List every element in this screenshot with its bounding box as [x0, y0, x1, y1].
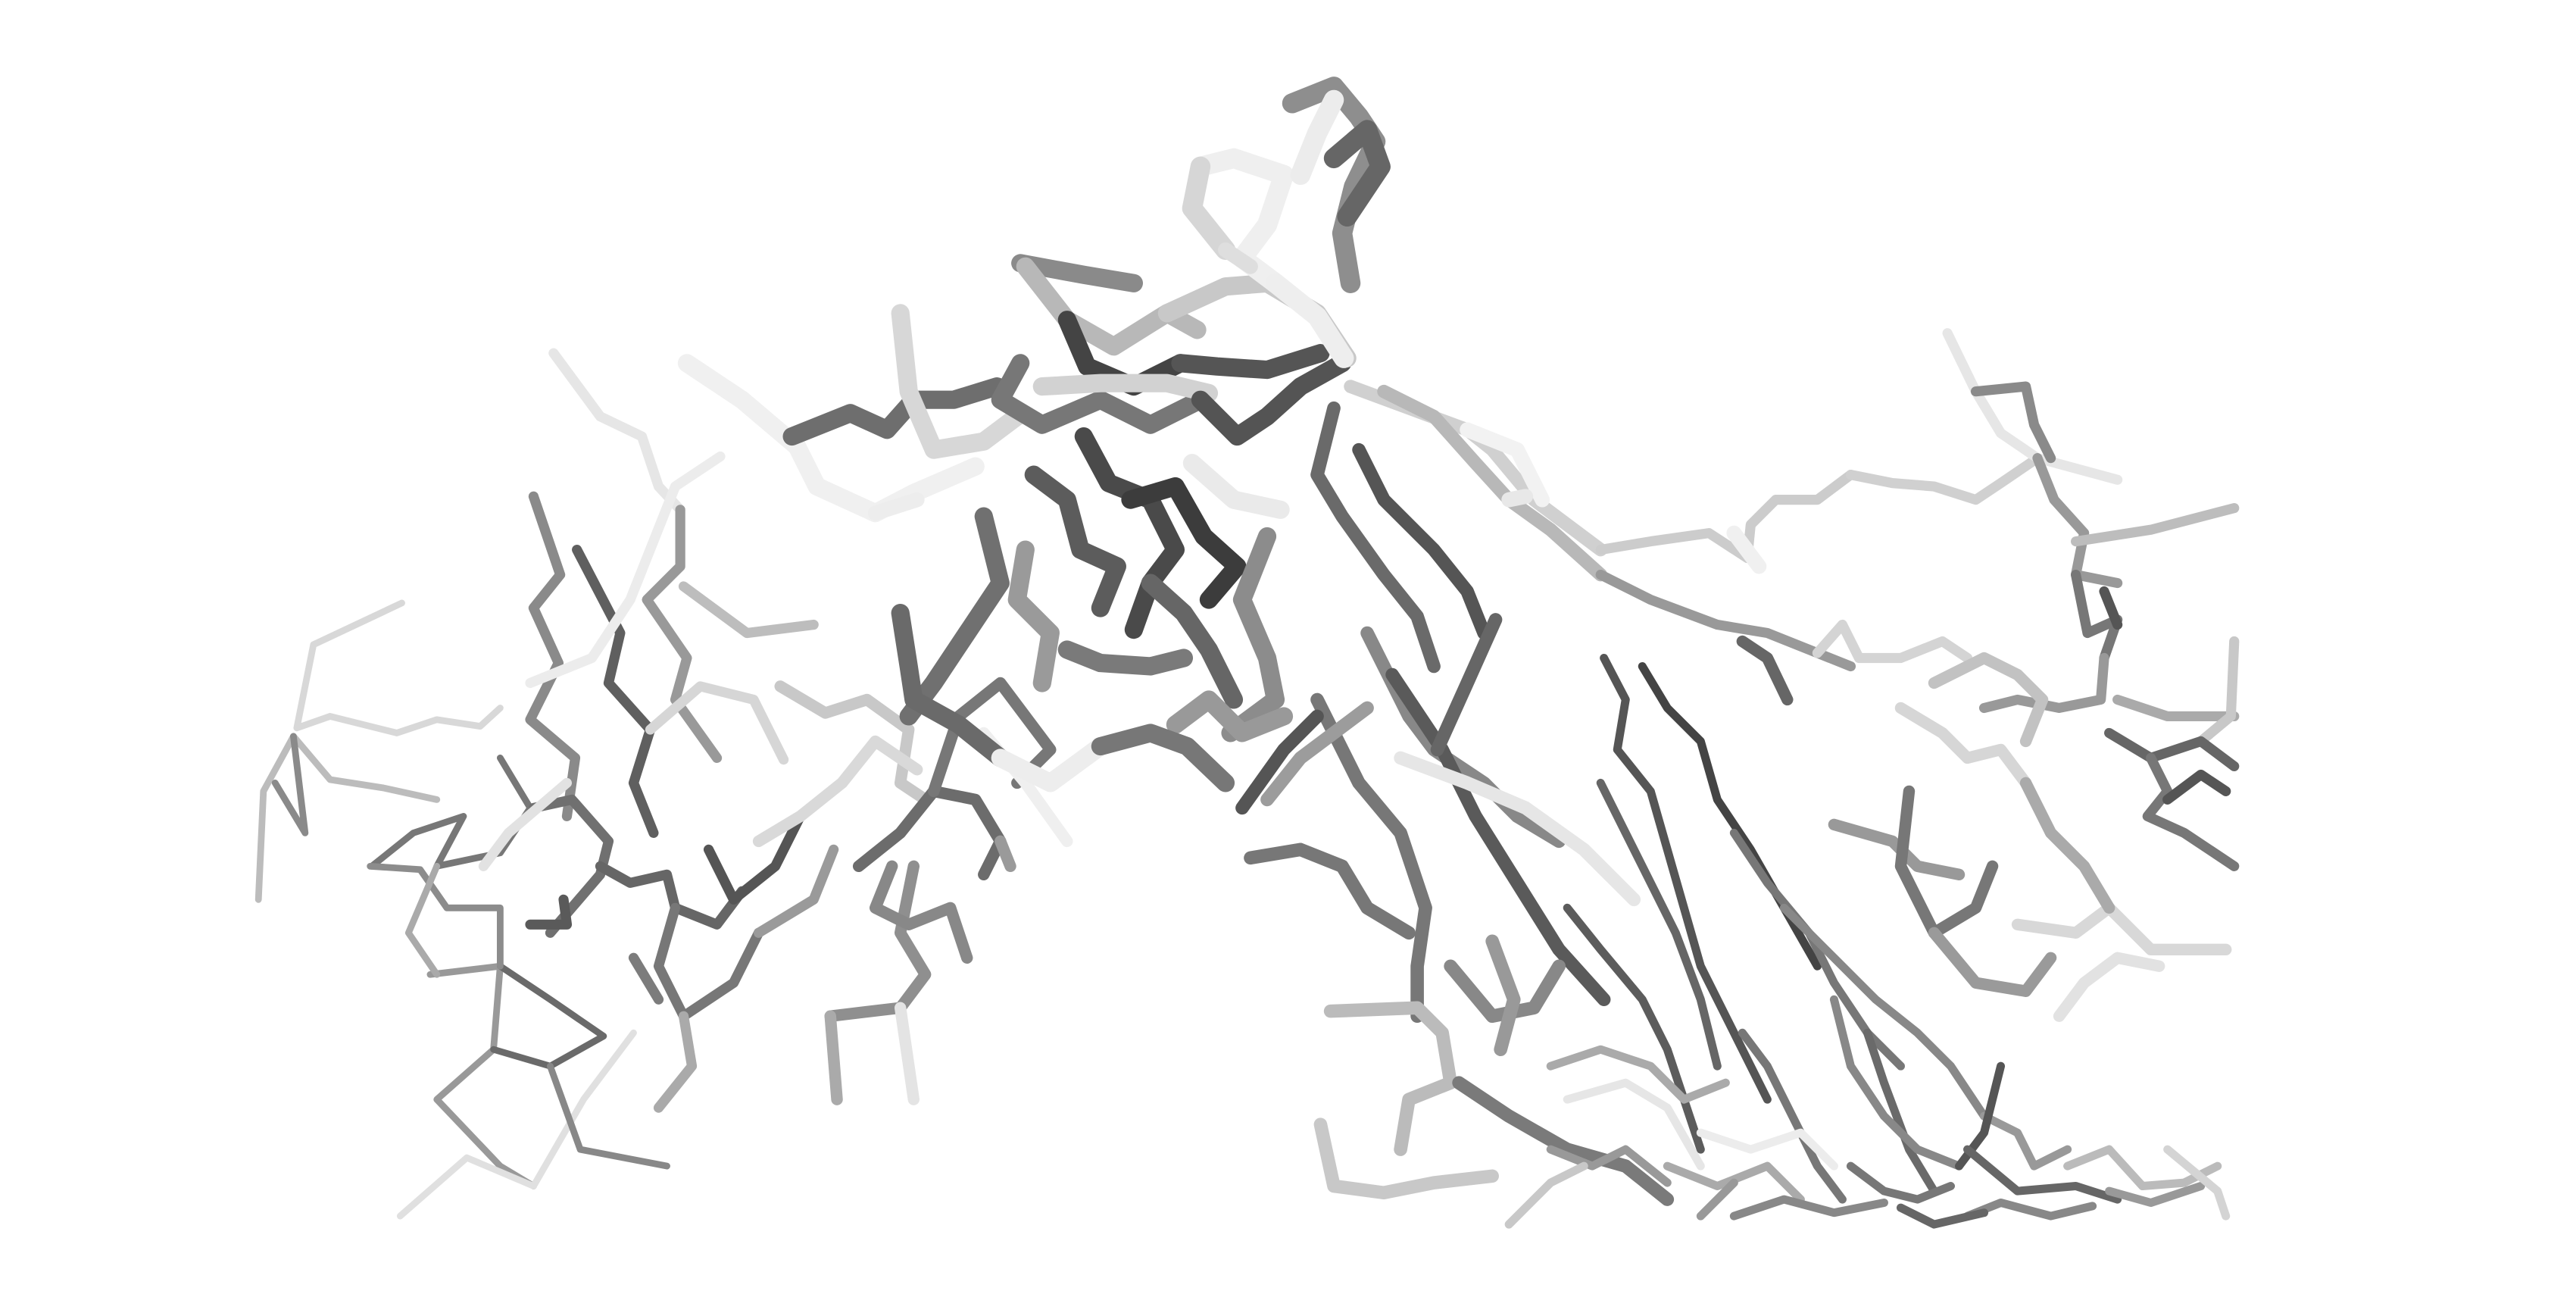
left-center-traces	[478, 348, 839, 1113]
left-region-traces	[254, 599, 670, 1220]
center-left-traces	[752, 677, 1073, 1105]
lower-right-traces	[1504, 654, 2231, 1229]
accent-traces	[867, 242, 1767, 574]
right-upper-traces	[1595, 328, 2240, 871]
top-loop-traces	[1182, 77, 1391, 368]
right-middle-traces	[1736, 635, 2232, 1022]
central-core-traces	[677, 254, 1357, 792]
